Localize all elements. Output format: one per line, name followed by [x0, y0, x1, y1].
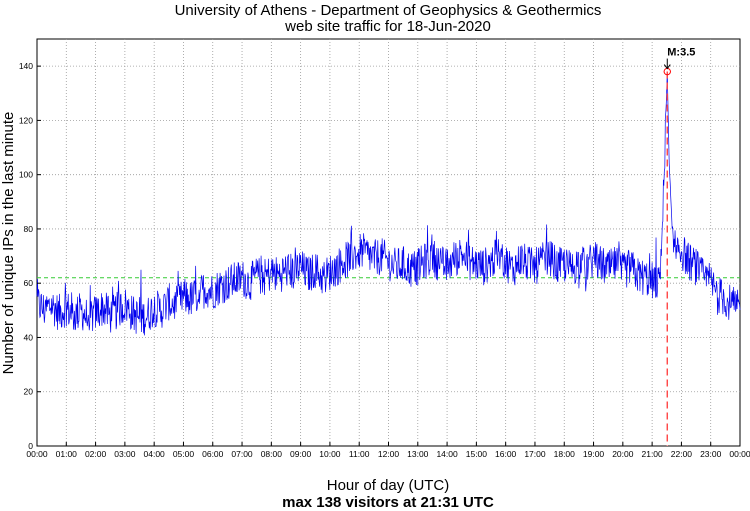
chart-caption: max 138 visitors at 21:31 UTC: [282, 494, 494, 511]
x-axis-ticks: 00:00 01:00 02:00 03:00 04:00 05:00 06:00 07:00…: [26, 442, 750, 459]
x-tick-label: 01:00: [56, 449, 78, 459]
y-tick-label: 60: [24, 278, 34, 288]
event-label: M:3.5: [667, 47, 695, 59]
y-tick-label: 0: [28, 441, 33, 451]
x-tick-label: 04:00: [144, 449, 166, 459]
x-tick-label: 14:00: [436, 449, 458, 459]
event-marker-layer: M:3.5: [663, 47, 695, 446]
y-axis-ticks: 0 20 40 60 80 100 120 140: [19, 61, 41, 451]
x-tick-label: 23:00: [700, 449, 722, 459]
y-tick-label: 80: [24, 224, 34, 234]
chart-title: University of Athens - Department of Geo…: [175, 2, 602, 19]
x-tick-label: 12:00: [378, 449, 400, 459]
series-layer: [36, 71, 741, 336]
x-tick-label: 02:00: [85, 449, 107, 459]
x-tick-label: 03:00: [114, 449, 136, 459]
x-axis-label: Hour of day (UTC): [327, 477, 450, 494]
x-tick-label: 08:00: [261, 449, 283, 459]
x-tick-label: 17:00: [524, 449, 546, 459]
x-tick-label: 11:00: [349, 449, 370, 459]
y-tick-label: 20: [24, 387, 34, 397]
y-axis-label: Number of unique IPs in the last minute: [0, 112, 17, 375]
y-tick-label: 120: [19, 115, 33, 125]
plot-area: M:3.5: [36, 38, 741, 447]
x-tick-label: 09:00: [290, 449, 312, 459]
x-tick-label: 18:00: [554, 449, 576, 459]
event-arrow-head: [663, 64, 671, 70]
x-tick-label: 05:00: [173, 449, 195, 459]
x-tick-label: 20:00: [612, 449, 634, 459]
x-tick-label: 06:00: [202, 449, 224, 459]
x-tick-label: 13:00: [407, 449, 429, 459]
x-tick-label: 00:00: [729, 449, 750, 459]
x-tick-label: 15:00: [466, 449, 488, 459]
grid: [37, 39, 740, 446]
x-tick-label: 07:00: [231, 449, 253, 459]
x-tick-label: 19:00: [583, 449, 605, 459]
x-tick-label: 21:00: [641, 449, 663, 459]
chart-subtitle: web site traffic for 18-Jun-2020: [284, 18, 491, 35]
x-tick-label: 00:00: [26, 449, 48, 459]
x-tick-label: 10:00: [319, 449, 341, 459]
series-line: [36, 71, 741, 336]
y-tick-label: 40: [24, 332, 34, 342]
x-tick-label: 16:00: [495, 449, 517, 459]
y-tick-label: 140: [19, 61, 33, 71]
x-tick-label: 22:00: [671, 449, 693, 459]
y-tick-label: 100: [19, 170, 33, 180]
